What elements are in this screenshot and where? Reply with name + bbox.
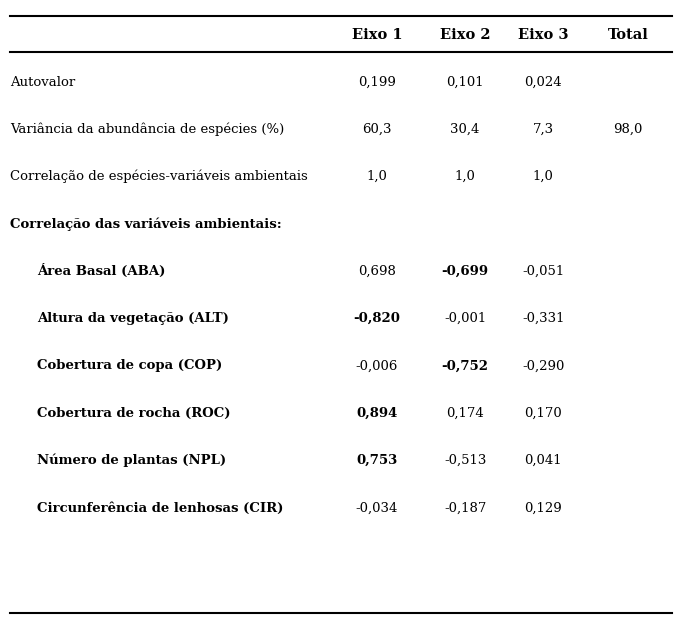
Text: -0,331: -0,331 <box>522 312 564 325</box>
Text: 0,698: 0,698 <box>358 265 396 278</box>
Text: -0,290: -0,290 <box>522 360 564 372</box>
Text: Eixo 3: Eixo 3 <box>518 28 568 42</box>
Text: -0,699: -0,699 <box>441 265 489 278</box>
Text: Autovalor: Autovalor <box>10 76 75 88</box>
Text: 1,0: 1,0 <box>533 170 553 183</box>
Text: -0,752: -0,752 <box>441 360 489 372</box>
Text: 1,0: 1,0 <box>367 170 387 183</box>
Text: 7,3: 7,3 <box>532 123 554 136</box>
Text: Altura da vegetação (ALT): Altura da vegetação (ALT) <box>37 312 230 325</box>
Text: 0,174: 0,174 <box>446 407 484 420</box>
Text: Eixo 2: Eixo 2 <box>440 28 490 42</box>
Text: -0,513: -0,513 <box>444 454 486 467</box>
Text: 1,0: 1,0 <box>455 170 475 183</box>
Text: 0,199: 0,199 <box>358 76 396 88</box>
Text: 0,753: 0,753 <box>356 454 397 467</box>
Text: Circunferência de lenhosas (CIR): Circunferência de lenhosas (CIR) <box>37 502 284 514</box>
Text: -0,006: -0,006 <box>356 360 398 372</box>
Text: Cobertura de copa (COP): Cobertura de copa (COP) <box>37 360 223 372</box>
Text: Variância da abundância de espécies (%): Variância da abundância de espécies (%) <box>10 122 285 136</box>
Text: Correlação de espécies-variáveis ambientais: Correlação de espécies-variáveis ambient… <box>10 170 308 184</box>
Text: Área Basal (ABA): Área Basal (ABA) <box>37 264 166 278</box>
Text: 0,170: 0,170 <box>524 407 562 420</box>
Text: -0,187: -0,187 <box>444 502 486 514</box>
Text: Correlação das variáveis ambientais:: Correlação das variáveis ambientais: <box>10 217 282 231</box>
Text: 0,101: 0,101 <box>446 76 484 88</box>
Text: 0,024: 0,024 <box>524 76 562 88</box>
Text: 0,894: 0,894 <box>356 407 397 420</box>
Text: Cobertura de rocha (ROC): Cobertura de rocha (ROC) <box>37 407 231 420</box>
Text: 30,4: 30,4 <box>450 123 480 136</box>
Text: -0,034: -0,034 <box>356 502 398 514</box>
Text: Total: Total <box>608 28 648 42</box>
Text: -0,051: -0,051 <box>522 265 564 278</box>
Text: 0,041: 0,041 <box>524 454 562 467</box>
Text: -0,820: -0,820 <box>353 312 401 325</box>
Text: 98,0: 98,0 <box>613 123 643 136</box>
Text: Eixo 1: Eixo 1 <box>352 28 402 42</box>
Text: Número de plantas (NPL): Número de plantas (NPL) <box>37 454 227 468</box>
Text: -0,001: -0,001 <box>444 312 486 325</box>
Text: 60,3: 60,3 <box>362 123 392 136</box>
Text: 0,129: 0,129 <box>524 502 562 514</box>
